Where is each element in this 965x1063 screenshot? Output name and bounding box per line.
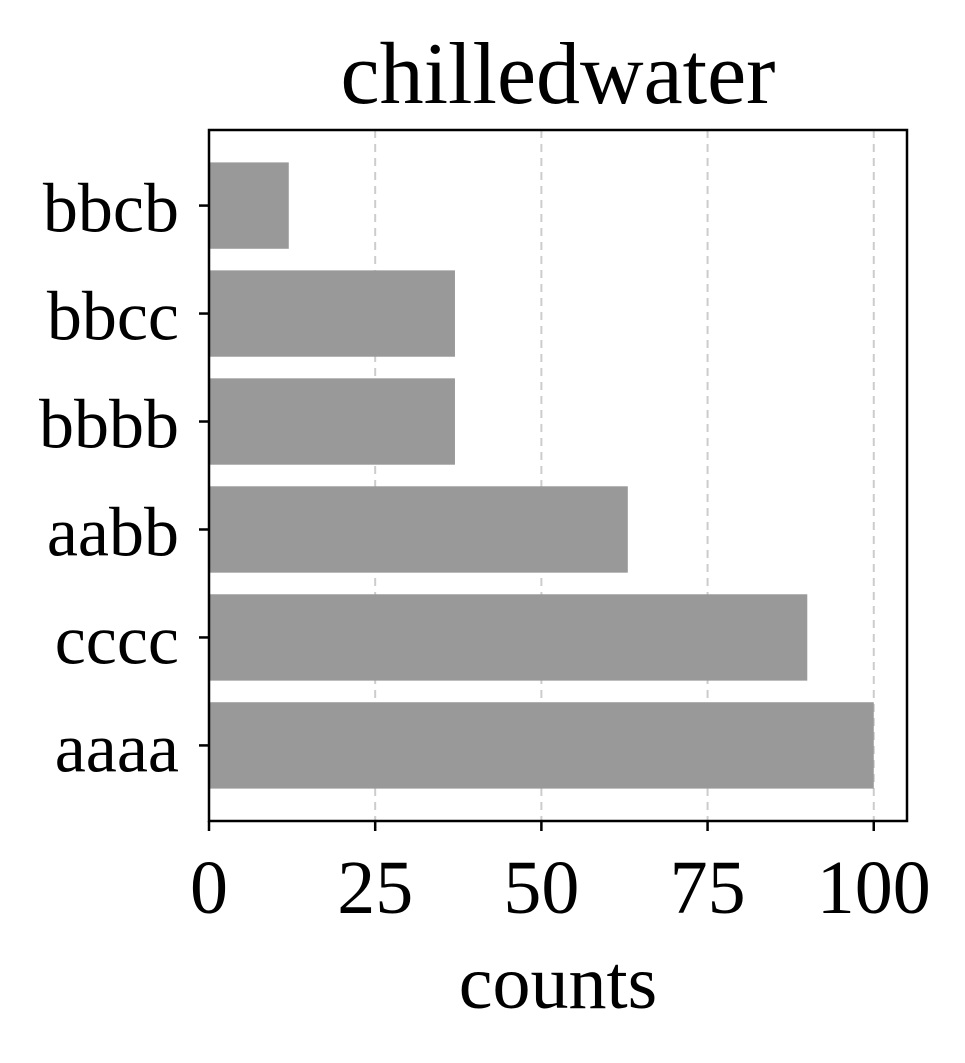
- bar-bbcb: [209, 162, 289, 249]
- bar-bbcc: [209, 270, 455, 357]
- x-tick-label: 25: [337, 846, 413, 930]
- x-tick-label: 0: [190, 846, 228, 930]
- bar-aaaa: [209, 702, 874, 789]
- x-tick-label: 50: [503, 846, 579, 930]
- bar-bbbb: [209, 378, 455, 465]
- y-tick-label: aabb: [47, 494, 179, 571]
- x-axis-ticks: 0 25 50 75 100: [190, 821, 931, 930]
- bar-aabb: [209, 486, 628, 573]
- y-tick-label: bbcb: [43, 171, 179, 248]
- plot-frame: [207, 128, 909, 823]
- x-tick-label: 75: [670, 846, 746, 930]
- chart-title: chilledwater: [341, 26, 776, 123]
- y-tick-label: aaaa: [55, 710, 179, 787]
- y-tick-label: cccc: [55, 602, 179, 679]
- x-tick-label: 100: [817, 846, 931, 930]
- bar-cccc: [209, 594, 808, 681]
- y-tick-label: bbbb: [39, 387, 179, 464]
- y-axis-ticks: aaaa cccc aabb bbbb bbcc bbcb: [39, 171, 209, 787]
- y-tick-label: bbcc: [47, 279, 179, 356]
- bars: [209, 162, 874, 789]
- x-axis-label: counts: [459, 941, 657, 1025]
